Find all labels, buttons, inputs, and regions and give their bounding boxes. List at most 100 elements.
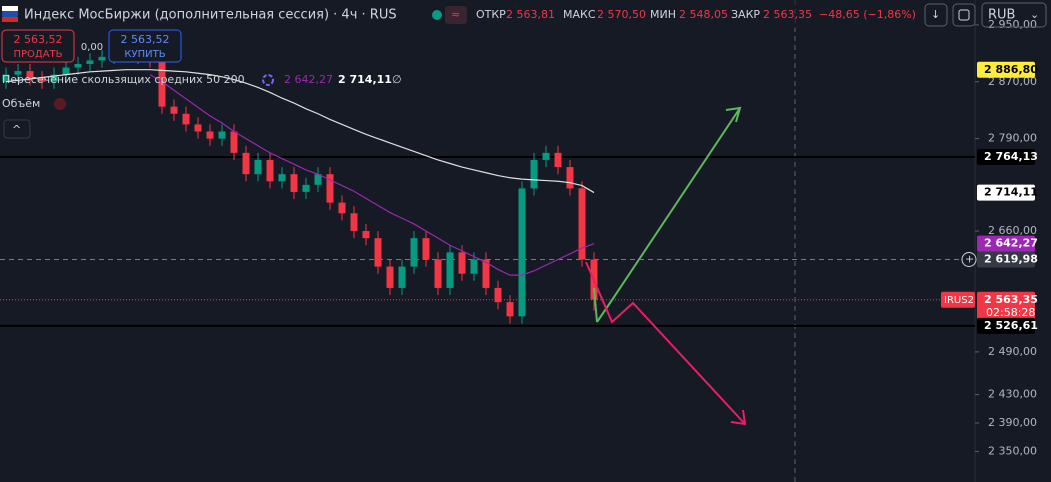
candle-body — [314, 174, 322, 185]
y-tick-label: 2 790,00 — [988, 132, 1037, 145]
collapse-icon[interactable]: ^ — [12, 123, 21, 136]
flag-stripe — [2, 6, 18, 11]
fullscreen-button[interactable] — [952, 3, 976, 27]
ma-slow: 2 714,11 — [338, 73, 392, 86]
open-label: ОТКР — [476, 8, 506, 21]
candle-body — [230, 131, 238, 153]
candle-body — [362, 231, 370, 239]
candle-body — [326, 174, 334, 203]
high-label: МАКС — [563, 8, 596, 21]
collapse-button[interactable] — [3, 119, 31, 139]
price-label: 2 642,27 — [984, 237, 1038, 250]
buy-label[interactable]: КУПИТЬ — [124, 49, 165, 60]
price-label: 2 886,80 — [984, 63, 1038, 76]
download-icon[interactable]: ↓ — [931, 8, 940, 21]
candle-body — [518, 188, 526, 317]
candle-body — [566, 167, 574, 189]
ma-fast: 2 642,27 — [284, 73, 333, 86]
candle-body — [302, 184, 310, 192]
sell-button[interactable] — [1, 29, 75, 63]
price-label-bg — [977, 235, 1035, 252]
download-button[interactable] — [924, 3, 948, 27]
volume-label: Объём — [2, 97, 40, 110]
title: Индекс МосБиржи (дополнительная сессия) … — [24, 8, 397, 23]
candle-body — [542, 152, 550, 160]
candle-body — [482, 259, 490, 288]
candle-body — [422, 238, 430, 260]
add-button — [961, 251, 977, 267]
status-dot — [432, 10, 442, 20]
fullscreen-icon[interactable] — [958, 9, 970, 21]
spread: 0,00 — [81, 42, 103, 53]
candle-body — [434, 259, 442, 288]
candle-body — [278, 174, 286, 182]
candle-body — [62, 67, 70, 75]
candle-body — [14, 71, 22, 75]
arrow-down-head — [730, 409, 747, 426]
candle-body — [470, 259, 478, 274]
price-label-bg — [977, 61, 1035, 78]
sell-price[interactable]: 2 563,52 — [14, 33, 63, 46]
candle-body — [218, 131, 226, 139]
price-sublabel: 02:58:28 — [986, 306, 1035, 319]
price-label-bg — [977, 291, 1035, 320]
buy-price[interactable]: 2 563,52 — [121, 33, 170, 46]
price-label-bg — [977, 251, 1035, 268]
arrow-down — [585, 261, 746, 425]
tag-bg — [941, 291, 975, 308]
candle-body — [2, 74, 10, 82]
high-value: 2 570,50 — [597, 8, 646, 21]
candle-body — [206, 131, 214, 139]
ma-name: Пересечение скользящих средних 50 200 — [2, 73, 245, 86]
low-value: 2 548,05 — [679, 8, 728, 21]
ma-extra: ∅ — [392, 73, 402, 86]
candle-body — [494, 287, 502, 303]
candle-body — [530, 159, 538, 189]
y-tick-label: 2 490,00 — [988, 345, 1037, 358]
candle-body — [410, 238, 418, 267]
candle-body — [266, 159, 274, 182]
buy-button[interactable] — [108, 29, 182, 63]
candle-body — [578, 188, 586, 260]
candle-body — [350, 213, 358, 232]
y-tick-label: 2 870,00 — [988, 75, 1037, 88]
candle-body — [290, 174, 298, 192]
candle-body — [506, 302, 514, 317]
currency-select[interactable] — [981, 2, 1047, 28]
arrow-up — [596, 107, 741, 323]
y-tick-label: 2 430,00 — [988, 388, 1037, 401]
low-label: МИН — [650, 8, 676, 21]
price-label: 2 764,13 — [984, 150, 1038, 163]
add-icon: + — [965, 252, 974, 265]
candle-body — [98, 56, 106, 61]
candle-body — [398, 266, 406, 288]
price-label-bg — [977, 149, 1035, 166]
candle-body — [242, 152, 250, 175]
price-label: 2 563,35 — [984, 293, 1038, 306]
candle-body — [74, 63, 82, 68]
candle-body — [338, 202, 346, 214]
currency-caret[interactable]: ⌄ — [1030, 8, 1039, 21]
candle-body — [86, 60, 94, 64]
price-label-bg — [977, 184, 1035, 201]
candle-body — [458, 252, 466, 274]
candle-body — [194, 124, 202, 132]
close-value: 2 563,35 — [763, 8, 812, 21]
candle-body — [374, 238, 382, 267]
moving-average — [5, 69, 595, 194]
currency[interactable]: RUB — [988, 8, 1015, 23]
close-label: ЗАКР — [731, 8, 760, 21]
price-label: 2 526,61 — [984, 319, 1038, 332]
sell-label[interactable]: ПРОДАТЬ — [13, 49, 62, 60]
y-tick-label: 2 350,00 — [988, 444, 1037, 457]
candle-body — [254, 159, 262, 175]
candle-body — [26, 71, 34, 79]
status-icon: ≈ — [451, 8, 460, 21]
candle-body — [170, 106, 178, 114]
y-tick-label: 2 390,00 — [988, 416, 1037, 429]
moving-average — [149, 74, 595, 276]
candle-body — [446, 252, 454, 288]
tag: IRUS2 — [944, 295, 974, 306]
